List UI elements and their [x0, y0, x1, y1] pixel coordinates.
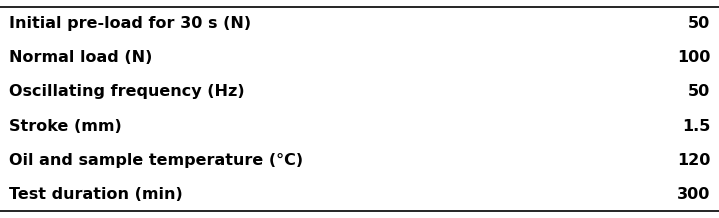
- Text: 50: 50: [688, 84, 710, 99]
- Text: Oscillating frequency (Hz): Oscillating frequency (Hz): [9, 84, 244, 99]
- Text: 100: 100: [677, 50, 710, 65]
- Text: Initial pre-load for 30 s (N): Initial pre-load for 30 s (N): [9, 16, 251, 31]
- Text: Oil and sample temperature (°C): Oil and sample temperature (°C): [9, 153, 303, 168]
- Text: 50: 50: [688, 16, 710, 31]
- Text: 1.5: 1.5: [682, 119, 710, 134]
- Text: 120: 120: [677, 153, 710, 168]
- Text: 300: 300: [677, 187, 710, 202]
- Text: Test duration (min): Test duration (min): [9, 187, 183, 202]
- Text: Normal load (N): Normal load (N): [9, 50, 152, 65]
- Text: Stroke (mm): Stroke (mm): [9, 119, 122, 134]
